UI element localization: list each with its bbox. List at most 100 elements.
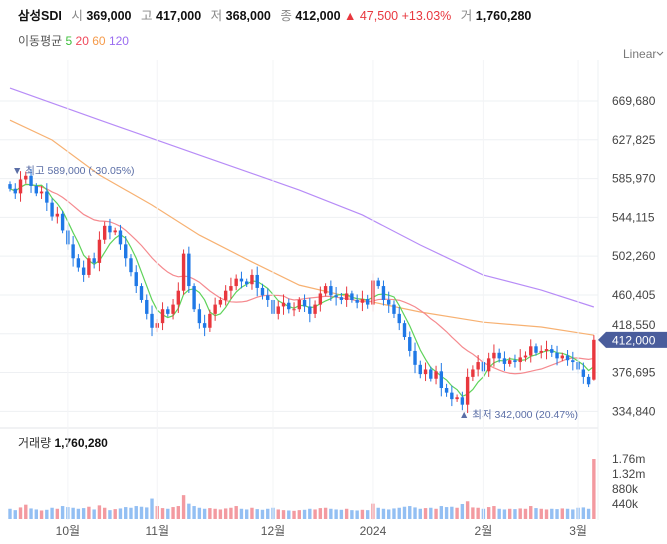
ma120-line <box>9 87 595 308</box>
candle-body <box>281 302 286 307</box>
volume-bar <box>497 508 501 519</box>
candle-body <box>350 293 354 300</box>
candle-body <box>297 299 301 310</box>
volume-bar <box>129 507 133 519</box>
scale-selector[interactable]: Linear <box>623 47 656 61</box>
volume-bar <box>245 509 249 519</box>
volume-bar <box>124 507 128 519</box>
volume-bar <box>60 506 65 519</box>
volume-bar <box>218 509 223 519</box>
volume-bar <box>139 506 144 519</box>
volume-bar <box>534 508 538 519</box>
volume-bar <box>287 510 291 519</box>
candle-body <box>113 230 117 233</box>
candle-body <box>71 244 75 259</box>
high-label: 고 <box>141 9 153 23</box>
volume-bar <box>329 508 333 519</box>
volume-title: 거래량 1,760,280 <box>18 436 108 450</box>
volume-tick-label: 440k <box>612 497 639 511</box>
candle-body <box>381 286 386 300</box>
candle-body <box>34 185 38 194</box>
candle-body <box>145 299 149 314</box>
candle-body <box>365 299 370 305</box>
volume-bar <box>381 508 386 519</box>
volume-bar <box>45 509 49 519</box>
volume-bar <box>113 509 117 519</box>
candle-body <box>339 297 344 300</box>
min-price-label: ▲ 최저 342,000 (20.47%) <box>459 409 578 421</box>
volume-bar <box>150 498 154 519</box>
volume-bar <box>465 501 470 519</box>
candle-body <box>439 371 444 389</box>
candle-body <box>565 355 570 361</box>
candle-body <box>508 360 512 364</box>
volume-bar <box>513 509 517 519</box>
candle-body <box>197 309 202 324</box>
volume-value: 1,760,280 <box>475 9 532 23</box>
volume-bar <box>571 509 575 519</box>
candle-body <box>260 287 265 296</box>
volume-tick-label: 880k <box>612 482 639 496</box>
volume-bar <box>255 509 259 519</box>
volume-bar <box>586 508 591 519</box>
volume-bar <box>160 508 165 519</box>
volume-tick-label: 1.32m <box>612 467 645 481</box>
candle-body <box>423 369 428 375</box>
volume-bar <box>344 508 349 519</box>
ma5-label[interactable]: 5 <box>65 34 73 48</box>
candle-body <box>318 293 323 305</box>
candle-body <box>492 352 496 359</box>
ma20-label[interactable]: 20 <box>75 34 89 48</box>
candle-body <box>334 295 338 298</box>
ma60-label[interactable]: 60 <box>92 34 106 48</box>
volume-bar <box>592 459 596 519</box>
volume-bar <box>55 508 60 519</box>
candle-body <box>50 202 54 217</box>
chevron-down-icon <box>656 51 664 56</box>
candle-body <box>187 253 191 287</box>
volume-bar <box>523 508 528 519</box>
volume-bar <box>455 507 459 519</box>
volume-bar <box>297 510 301 519</box>
candle-body <box>250 274 254 285</box>
volume-bar <box>187 503 191 519</box>
volume-bar <box>13 510 17 519</box>
volume-bar <box>192 506 196 519</box>
volume-bar <box>508 508 512 519</box>
candle-body <box>550 349 554 353</box>
ma120-label[interactable]: 120 <box>108 34 129 48</box>
candle-body <box>29 175 33 186</box>
volume-bar <box>518 508 522 519</box>
ma-legend[interactable]: 이동평균 5 20 60 120 <box>18 32 129 49</box>
candle-body <box>239 278 244 282</box>
current-price-tag <box>598 331 667 348</box>
volume-tick-label: 1.76m <box>612 452 645 466</box>
candle-body <box>150 313 154 328</box>
candle-body <box>181 253 186 291</box>
volume-bar <box>118 508 123 519</box>
candle-body <box>413 350 417 365</box>
price-tick-label: 669,680 <box>612 94 656 108</box>
price-tick-label: 376,695 <box>612 366 656 380</box>
volume-bar <box>334 509 338 519</box>
candle-body <box>223 290 228 300</box>
candle-body <box>192 286 196 310</box>
low-label: 저 <box>210 9 223 23</box>
volume-bar <box>471 507 475 519</box>
candle-body <box>392 304 396 314</box>
price-tick-label: 334,840 <box>612 404 656 418</box>
candle-body <box>129 258 133 273</box>
close-value: 412,000 <box>295 9 341 23</box>
candle-body <box>118 230 123 245</box>
ma5-line <box>9 183 595 398</box>
candle-body <box>544 349 549 351</box>
volume-bar <box>308 508 312 519</box>
candle-body <box>81 267 86 275</box>
candle-body <box>397 313 401 324</box>
volume-bar <box>250 507 254 519</box>
x-tick-label: 11월 <box>146 524 170 538</box>
volume-bar <box>223 508 228 519</box>
volume-bar <box>397 507 401 519</box>
candle-body <box>255 274 259 288</box>
